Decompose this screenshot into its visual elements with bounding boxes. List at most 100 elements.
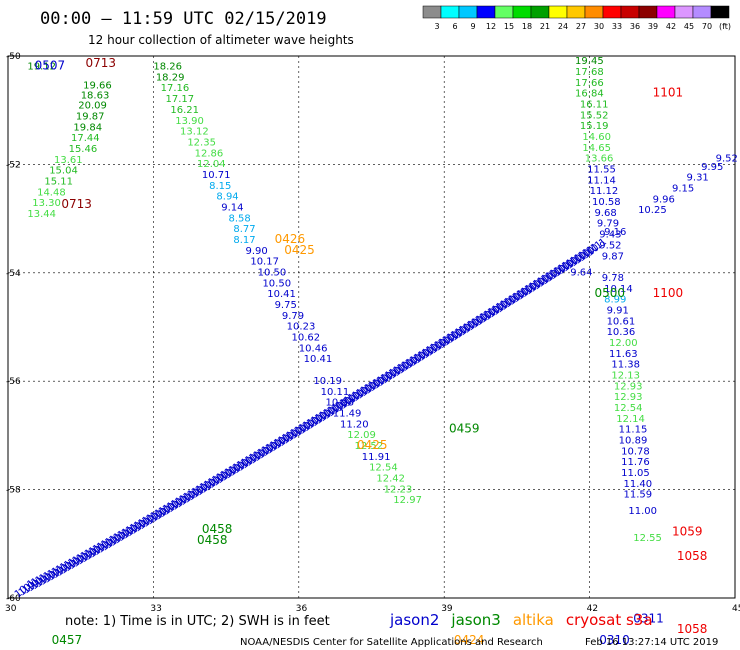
scale-swatch [602,5,622,19]
data-value: 12.42 [376,473,405,484]
data-value: 17.17 [166,94,195,105]
time-label: 0425 [357,438,388,452]
track-dense-blue: 10.110.110.110.110.110.110.110.110.110.1… [13,237,609,601]
data-value: 12.23 [384,484,413,495]
data-value: 11.05 [621,468,650,479]
data-value: 17.44 [71,133,100,144]
scale-swatch [692,5,712,19]
scale-swatch [584,5,604,19]
footer-timestamp: Feb 16 13:27:14 UTC 2019 [585,637,718,648]
scale-label: 39 [648,22,658,31]
data-value: 14.65 [582,143,611,154]
satellite-altika: altika [513,611,554,629]
scale-label: 36 [630,22,640,31]
data-value: 10.89 [619,436,648,447]
y-tick-label: -50 [6,52,21,62]
data-value: 12.54 [369,463,398,474]
time-label: 0426 [275,232,306,246]
chart-subtitle: 12 hour collection of altimeter wave hei… [88,33,354,47]
scale-swatch [566,5,586,19]
time-label: 0311 [633,611,664,625]
data-value: 10.46 [299,343,328,354]
scale-label: 42 [666,22,676,31]
x-tick-label: 39 [441,604,453,614]
data-value: 9.15 [672,184,694,195]
satellite-cryosat-s3a: cryosat s3a [566,611,653,629]
data-value: 19.84 [73,122,102,133]
data-value: 12.04 [197,159,226,170]
data-value: 8.58 [229,213,251,224]
scale-swatch [530,5,550,19]
y-tick-label: -54 [6,269,21,279]
time-label: 0459 [449,422,480,436]
satellite-legend: jason2 jason3 altika cryosat s3a [389,611,653,629]
scale-swatch [494,5,514,19]
data-value: 11.00 [628,506,657,517]
data-value: 13.61 [54,155,83,166]
data-value: 12.93 [614,381,643,392]
data-value: 12.35 [187,137,216,148]
data-points: 19.12 19.6618.6320.0919.8719.8417.4415.46… [27,56,737,544]
scale-swatch [674,5,694,19]
data-value: 11.20 [340,419,369,430]
data-value: 19.87 [76,111,105,122]
data-value: 13.66 [585,154,614,165]
data-value: 9.14 [221,202,243,213]
y-tick-label: -52 [6,160,21,170]
data-value: 9.87 [602,251,624,262]
data-value: 9.79 [282,311,304,322]
data-value: 8.99 [604,295,626,306]
scale-swatch [548,5,568,19]
data-value: 12.86 [195,148,224,159]
data-value: 8.94 [216,192,238,203]
data-value: 10.78 [621,446,650,457]
data-value: 10.58 [592,197,621,208]
data-value: 10.36 [607,327,636,338]
data-value: 11.91 [362,452,391,463]
data-value: 9.16 [604,227,626,238]
data-value: 17.16 [161,83,190,94]
time-label: 0713 [86,56,117,70]
time-label: 1058 [677,622,708,636]
data-value: 10.50 [262,278,291,289]
data-value: 8.17 [233,235,255,246]
data-value: 9.90 [245,246,267,257]
time-label: 0310 [599,633,630,647]
data-value: 20.09 [78,101,107,112]
time-label: 0457 [52,633,83,647]
data-value: 16.84 [575,89,604,100]
scale-label: 70 [702,22,712,31]
time-label: 1101 [653,86,684,100]
scale-label: 9 [470,22,475,31]
data-value: 10.41 [267,289,296,300]
data-value: 8.15 [209,181,231,192]
data-value: 15.04 [49,166,78,177]
data-value: 15.19 [580,121,609,132]
time-label: 0425 [284,243,315,257]
data-value: 10.19 [313,376,342,387]
data-value: 15.11 [44,176,73,187]
data-value: 19.12 [27,62,56,73]
satellite-jason2: jason2 [389,611,439,629]
data-value: 9.96 [653,194,675,205]
data-value: 10.11 [321,387,350,398]
data-value: 9.78 [602,273,624,284]
data-value: 17.66 [575,78,604,89]
data-value: 10.41 [304,354,333,365]
data-value: 11.40 [624,479,653,490]
data-value: 12.52 [355,441,384,452]
data-value: 10.62 [292,333,321,344]
x-tick-label: 42 [587,604,598,614]
data-value: 11.63 [609,349,638,360]
data-value: 13.90 [175,116,204,127]
scale-label: 30 [594,22,604,31]
time-label: 0500 [594,286,625,300]
data-value: 13.44 [27,209,56,220]
data-value: 9.43 [599,230,621,241]
data-value: 9.68 [594,208,616,219]
data-value: 8.77 [233,224,255,235]
data-value: 11.76 [621,457,650,468]
scale-swatch [476,5,496,19]
